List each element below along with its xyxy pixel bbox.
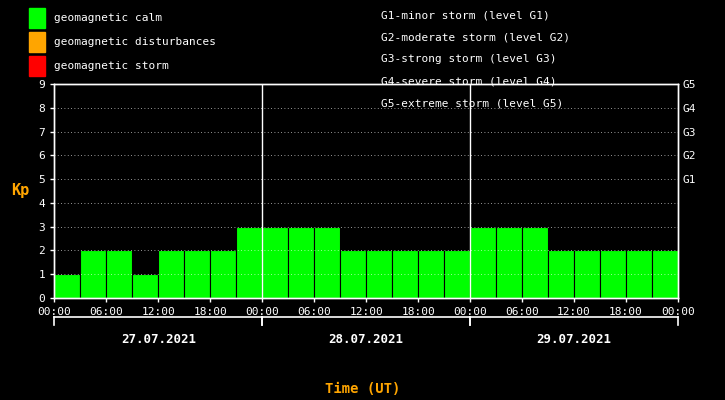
Text: geomagnetic storm: geomagnetic storm <box>54 61 168 71</box>
Text: G1-minor storm (level G1): G1-minor storm (level G1) <box>381 10 550 20</box>
Bar <box>392 250 418 298</box>
Bar <box>288 227 314 298</box>
Bar <box>626 250 652 298</box>
Bar <box>600 250 626 298</box>
Text: 27.07.2021: 27.07.2021 <box>121 333 196 346</box>
Bar <box>236 227 262 298</box>
Text: G4-severe storm (level G4): G4-severe storm (level G4) <box>381 76 556 86</box>
Bar <box>262 227 288 298</box>
Bar <box>496 227 522 298</box>
Bar <box>652 250 678 298</box>
Bar <box>107 250 132 298</box>
Bar <box>418 250 444 298</box>
Text: G3-strong storm (level G3): G3-strong storm (level G3) <box>381 54 556 64</box>
Text: geomagnetic calm: geomagnetic calm <box>54 13 162 23</box>
Text: G2-moderate storm (level G2): G2-moderate storm (level G2) <box>381 32 570 42</box>
Text: 28.07.2021: 28.07.2021 <box>328 333 404 346</box>
Bar <box>184 250 210 298</box>
Text: G5-extreme storm (level G5): G5-extreme storm (level G5) <box>381 98 563 108</box>
Bar <box>548 250 574 298</box>
Text: 29.07.2021: 29.07.2021 <box>536 333 611 346</box>
Text: Kp: Kp <box>11 184 29 198</box>
Bar <box>132 274 158 298</box>
Bar <box>314 227 340 298</box>
Bar <box>366 250 392 298</box>
Bar <box>574 250 600 298</box>
Bar <box>158 250 184 298</box>
Bar <box>340 250 366 298</box>
Bar <box>522 227 548 298</box>
Bar <box>470 227 496 298</box>
Bar <box>80 250 107 298</box>
Bar <box>444 250 470 298</box>
Text: geomagnetic disturbances: geomagnetic disturbances <box>54 37 215 47</box>
Bar <box>54 274 80 298</box>
Bar <box>210 250 236 298</box>
Text: Time (UT): Time (UT) <box>325 382 400 396</box>
